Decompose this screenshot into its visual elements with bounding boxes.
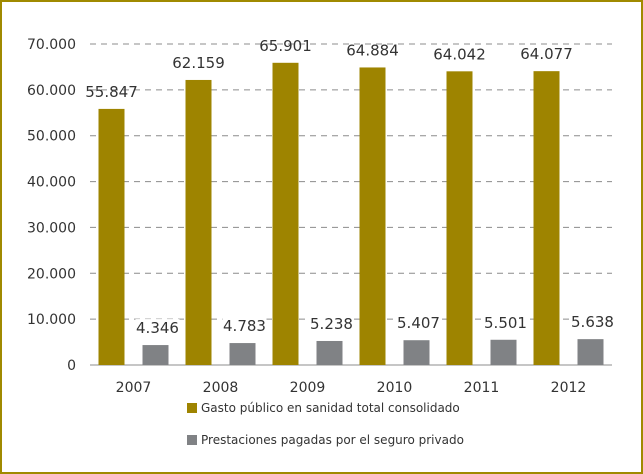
bar — [359, 67, 386, 366]
bar — [272, 62, 299, 365]
legend-label: Prestaciones pagadas por el seguro priva… — [201, 433, 464, 447]
data-label-background — [135, 319, 180, 339]
data-label: 5.238 — [310, 315, 353, 333]
y-tick-label: 30.000 — [27, 220, 76, 236]
data-label: 55.847 — [85, 83, 138, 101]
x-tick-label: 2010 — [377, 380, 413, 396]
legend-swatch — [187, 403, 197, 413]
data-label-background — [309, 314, 354, 334]
data-label: 4.346 — [136, 319, 179, 337]
bar — [316, 340, 343, 365]
bar — [229, 343, 256, 365]
y-tick-label: 50.000 — [27, 129, 76, 145]
bar — [142, 345, 169, 365]
data-label-background — [396, 314, 441, 334]
x-tick-label: 2012 — [551, 380, 587, 396]
legend-label: Gasto público en sanidad total consolida… — [201, 401, 460, 415]
bar — [446, 71, 473, 365]
x-tick-label: 2011 — [464, 380, 500, 396]
bar — [403, 340, 430, 365]
bar — [533, 71, 560, 365]
data-label-background — [483, 313, 528, 333]
y-tick-label: 20.000 — [27, 266, 76, 282]
data-label: 62.159 — [172, 54, 225, 72]
y-tick-label: 0 — [67, 358, 76, 374]
bar — [98, 108, 125, 365]
legend-swatch — [187, 435, 197, 445]
x-tick-label: 2009 — [290, 380, 326, 396]
data-label: 65.901 — [259, 37, 312, 55]
x-tick-label: 2008 — [203, 380, 239, 396]
x-tick-label: 2007 — [116, 380, 152, 396]
y-tick-label: 10.000 — [27, 312, 76, 328]
y-tick-label: 40.000 — [27, 175, 76, 191]
y-tick-label: 70.000 — [27, 37, 76, 53]
data-label: 64.077 — [520, 45, 573, 63]
data-label: 64.042 — [433, 45, 486, 63]
y-tick-label: 60.000 — [27, 83, 76, 99]
data-label: 64.884 — [346, 41, 399, 59]
chart-frame-top-border — [0, 0, 643, 2]
bar — [490, 339, 517, 365]
data-label: 5.407 — [397, 314, 440, 332]
data-label: 5.501 — [484, 314, 527, 332]
data-label: 4.783 — [223, 317, 266, 335]
bar — [577, 339, 604, 365]
bar — [185, 79, 212, 365]
data-label-background — [570, 313, 615, 333]
data-label: 5.638 — [571, 313, 614, 331]
data-label-background — [222, 317, 267, 337]
